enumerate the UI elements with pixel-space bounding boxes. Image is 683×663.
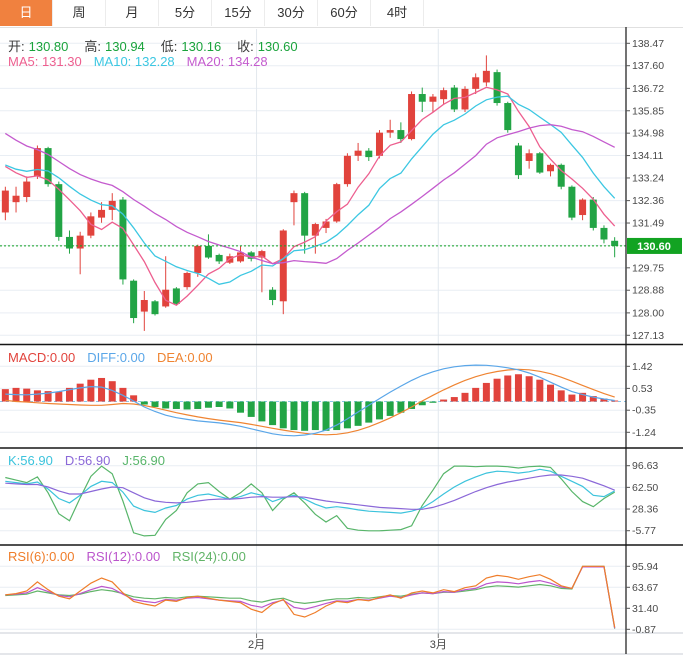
kdj-legend: K:56.90 D:56.90 J:56.90 bbox=[8, 453, 177, 468]
svg-text:133.24: 133.24 bbox=[632, 172, 664, 184]
svg-text:3月: 3月 bbox=[430, 639, 447, 651]
svg-text:130.60: 130.60 bbox=[637, 241, 671, 253]
macd-legend: MACD:0.00 DIFF:0.00 DEA:0.00 bbox=[8, 350, 225, 365]
timeframe-tab-5分[interactable]: 5分 bbox=[159, 0, 212, 26]
svg-text:95.94: 95.94 bbox=[632, 561, 658, 573]
timeframe-tab-60分[interactable]: 60分 bbox=[318, 0, 371, 26]
svg-text:138.47: 138.47 bbox=[632, 38, 664, 50]
svg-text:-1.24: -1.24 bbox=[632, 427, 656, 439]
timeframe-tabbar: 日周月 5分 15分 30分 60分 4时 bbox=[0, 0, 683, 28]
open-value: 130.80 bbox=[28, 39, 69, 54]
svg-text:0.53: 0.53 bbox=[632, 383, 653, 395]
svg-text:128.88: 128.88 bbox=[632, 285, 664, 297]
svg-text:127.13: 127.13 bbox=[632, 330, 664, 342]
svg-text:131.49: 131.49 bbox=[632, 218, 664, 230]
svg-text:134.98: 134.98 bbox=[632, 128, 664, 140]
svg-text:62.50: 62.50 bbox=[632, 482, 658, 494]
timeframe-tab-4时[interactable]: 4时 bbox=[371, 0, 424, 26]
timeframe-tab-15分[interactable]: 15分 bbox=[212, 0, 265, 26]
svg-text:129.75: 129.75 bbox=[632, 262, 664, 274]
timeframe-tab-月[interactable]: 月 bbox=[106, 0, 159, 26]
close-label: 收: bbox=[237, 39, 254, 54]
svg-text:28.36: 28.36 bbox=[632, 504, 658, 516]
svg-text:96.63: 96.63 bbox=[632, 460, 658, 472]
ma20-value: MA20: 134.28 bbox=[186, 54, 268, 69]
low-label: 低: bbox=[160, 39, 178, 54]
timeframe-tab-周[interactable]: 周 bbox=[53, 0, 106, 26]
d-value: D:56.90 bbox=[64, 453, 111, 468]
timeframe-tab-30分[interactable]: 30分 bbox=[265, 0, 318, 26]
svg-text:128.00: 128.00 bbox=[632, 307, 664, 319]
chart-canvas[interactable]: 2月 3月 138.47 137.60 136.72 135.85 134.98 134.11… bbox=[0, 27, 683, 663]
svg-text:137.60: 137.60 bbox=[632, 60, 664, 72]
rsi6-value: RSI(6):0.00 bbox=[8, 549, 75, 564]
svg-text:1.42: 1.42 bbox=[632, 361, 653, 373]
svg-text:63.67: 63.67 bbox=[632, 582, 658, 594]
open-label: 开: bbox=[8, 39, 25, 54]
timeframe-tab-日[interactable]: 日 bbox=[0, 0, 53, 26]
ma10-value: MA10: 132.28 bbox=[93, 54, 175, 69]
svg-text:135.85: 135.85 bbox=[632, 105, 664, 117]
macd-value: MACD:0.00 bbox=[8, 350, 76, 365]
rsi24-value: RSI(24):0.00 bbox=[172, 549, 246, 564]
svg-text:2月: 2月 bbox=[248, 639, 265, 651]
dea-value: DEA:0.00 bbox=[157, 350, 213, 365]
close-value: 130.60 bbox=[257, 39, 298, 54]
svg-text:-0.35: -0.35 bbox=[632, 405, 656, 417]
svg-text:-0.87: -0.87 bbox=[632, 624, 656, 636]
svg-text:31.40: 31.40 bbox=[632, 603, 658, 615]
svg-text:136.72: 136.72 bbox=[632, 83, 664, 95]
ohlc-legend: 开: 130.80 高: 130.94 低: 130.16 收: 130.60 bbox=[8, 36, 314, 55]
svg-text:-5.77: -5.77 bbox=[632, 525, 656, 537]
svg-text:134.11: 134.11 bbox=[632, 150, 663, 162]
rsi12-value: RSI(12):0.00 bbox=[86, 549, 161, 564]
rsi-legend: RSI(6):0.00 RSI(12):0.00 RSI(24):0.00 bbox=[8, 549, 258, 564]
ma-legend: MA5: 131.30 MA10: 132.28 MA20: 134.28 bbox=[8, 54, 280, 69]
high-label: 高: bbox=[84, 39, 102, 54]
svg-text:132.36: 132.36 bbox=[632, 195, 664, 207]
low-value: 130.16 bbox=[181, 39, 222, 54]
j-value: J:56.90 bbox=[122, 453, 166, 468]
ma5-value: MA5: 131.30 bbox=[8, 54, 82, 69]
diff-value: DIFF:0.00 bbox=[87, 350, 145, 365]
k-value: K:56.90 bbox=[8, 453, 53, 468]
high-value: 130.94 bbox=[105, 39, 145, 54]
